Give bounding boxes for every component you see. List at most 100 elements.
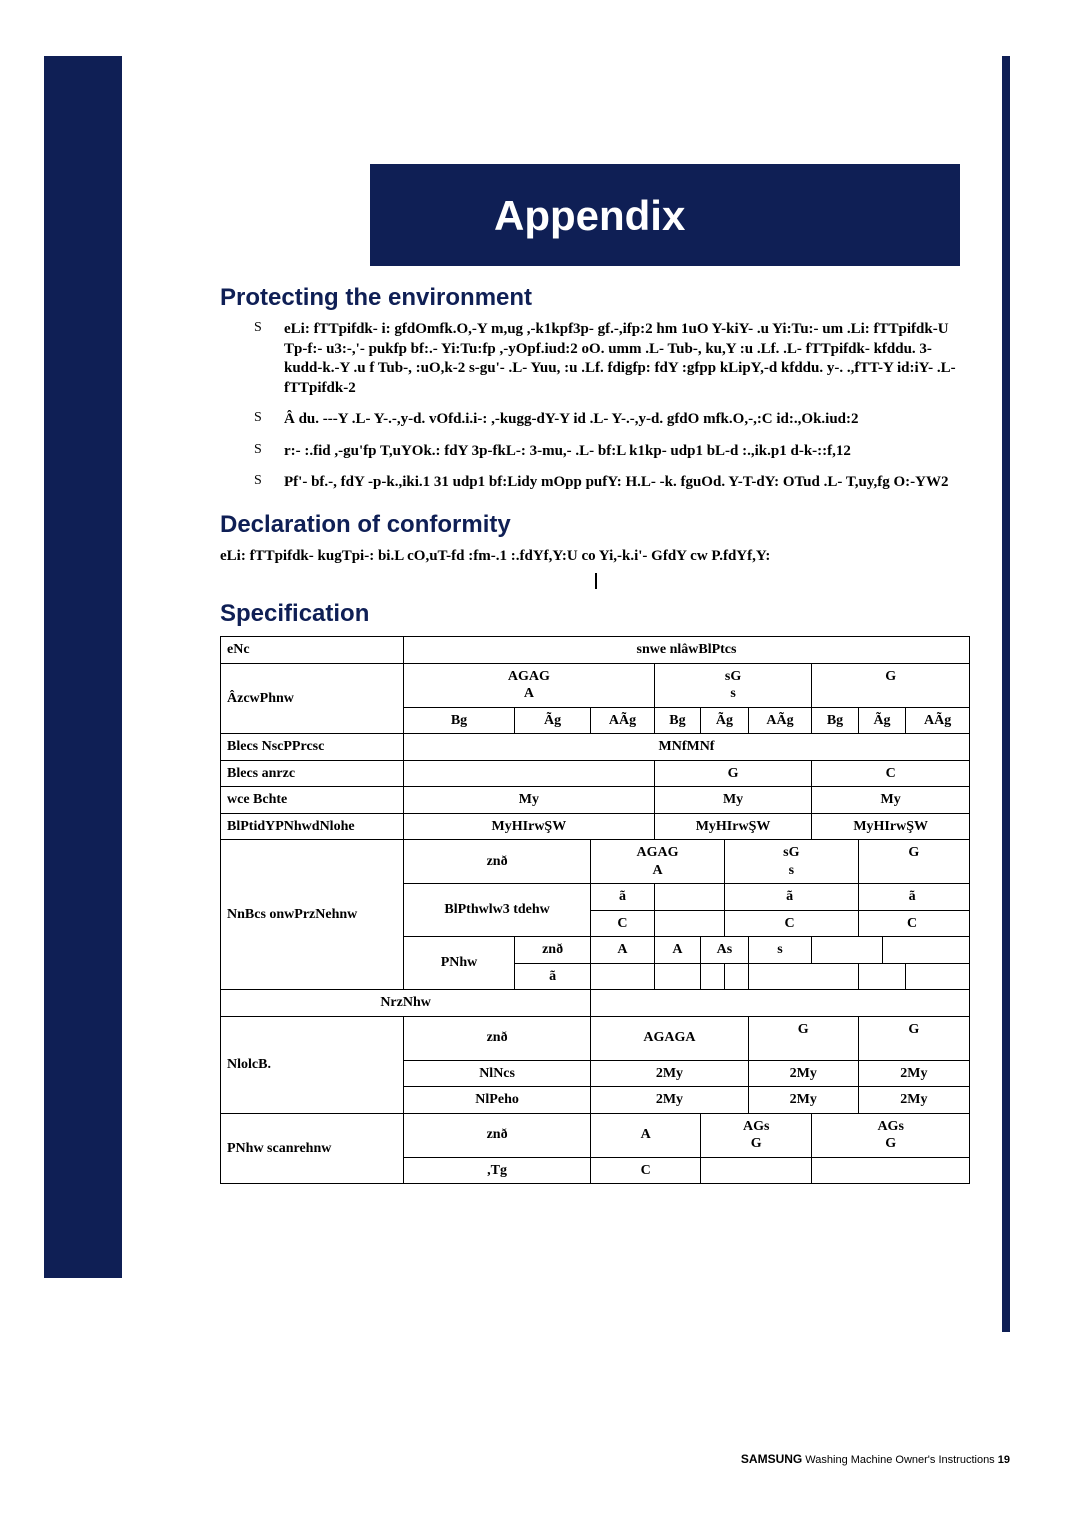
specification-table: eNc snwe nlâwBlPtcs ÂzcwPhnw AGAG A … <box>220 636 970 1184</box>
table-row: eNc snwe nlâwBlPtcs <box>221 637 970 664</box>
cell: My <box>812 787 970 814</box>
row-label: ÂzcwPhnw <box>221 663 404 734</box>
bullet-item: S Â du. ---Y .L- Y-.-,y-d. vOfd.i.i-: ,… <box>254 410 972 430</box>
cell: znð <box>404 1016 591 1060</box>
bullet-marker: S <box>254 320 284 398</box>
declaration-text: eLi: fTTpifdk- kugTpi-: bi.L cO,uT-fd :f… <box>220 547 972 567</box>
bullet-text: Â du. ---Y .L- Y-.-,y-d. vOfd.i.i-: ,-k… <box>284 410 972 430</box>
appendix-banner: Appendix <box>370 164 960 266</box>
bullet-text: Pf'- bf.-, fdY -p-k.,iki.1 31 udp1 bf:Li… <box>284 473 972 493</box>
cell: ã <box>515 963 591 990</box>
cell: AGAG A <box>591 840 725 884</box>
section-heading-environment: Protecting the environment <box>220 284 972 312</box>
cell: Ãg <box>858 707 906 734</box>
table-row: PNhw scanrehnw znð A AGs G AGs G <box>221 1113 970 1157</box>
cell:  <box>812 1157 970 1184</box>
cell:  <box>906 963 970 990</box>
cell:  <box>591 963 655 990</box>
cell: znð <box>404 840 591 884</box>
cell: C <box>591 1157 701 1184</box>
cell: G  <box>812 663 970 707</box>
cell: snwe nlâwBlPtcs <box>404 637 970 664</box>
table-row: ÂzcwPhnw AGAG A sG s G  <box>221 663 970 707</box>
cell: ã  <box>858 884 969 911</box>
cell: G  <box>748 1016 858 1060</box>
table-row: Blecs anrzc  G C <box>221 760 970 787</box>
cell:  <box>748 963 858 990</box>
cell: sG s <box>654 663 812 707</box>
cell: Bg <box>404 707 515 734</box>
cell: ã  <box>724 884 858 911</box>
cell: MyHIrwŞW <box>404 813 655 840</box>
cell: Ãg <box>701 707 749 734</box>
cell: s <box>748 937 812 964</box>
row-label: wce Bchte <box>221 787 404 814</box>
body-content: Protecting the environment S eLi: fTTpif… <box>220 274 972 1184</box>
cell:  <box>701 1157 812 1184</box>
cell: PNhw <box>404 937 515 990</box>
bullet-item: S eLi: fTTpifdk- i: gfdOmfk.O,-Y m,ug ,-… <box>254 320 972 398</box>
cell: A <box>654 937 700 964</box>
cell: C  <box>858 910 969 937</box>
cell: NrzNhw <box>221 990 591 1017</box>
cell:  <box>591 990 970 1017</box>
cell: 2My <box>858 1087 969 1114</box>
cell: AGs G <box>701 1113 812 1157</box>
cell: My <box>654 787 812 814</box>
cell: My <box>404 787 655 814</box>
table-row: NnBcs onwPrzNehnw znð AGAG A sG s … <box>221 840 970 884</box>
cell: Ãg <box>515 707 591 734</box>
cell: A <box>591 937 655 964</box>
cell: znð <box>404 1113 591 1157</box>
cell: G <box>654 760 812 787</box>
cell:  <box>858 963 906 990</box>
right-accent-bar <box>1002 56 1010 1332</box>
row-label: Blecs NscPPrcsc <box>221 734 404 761</box>
cell: MNfMNf <box>404 734 970 761</box>
bullet-item: S r:- :.fid ,-gu'fp T,uYOk.: fdY 3p-fkL-… <box>254 442 972 462</box>
cell: AÃg <box>591 707 655 734</box>
cell: ,Tg <box>404 1157 591 1184</box>
bullet-marker: S <box>254 410 284 430</box>
row-label: NlolcB. <box>221 1016 404 1113</box>
footer-brand: SAMSUNG <box>741 1452 802 1466</box>
cell: AGs G <box>812 1113 970 1157</box>
section-heading-declaration: Declaration of conformity <box>220 511 972 539</box>
cell: NlPeho <box>404 1087 591 1114</box>
cell: ã <box>591 884 655 911</box>
cell: 2My <box>858 1060 969 1087</box>
cell: AÃg <box>748 707 812 734</box>
cell: G  <box>858 840 969 884</box>
cell:  <box>654 963 700 990</box>
cell:  <box>654 884 724 911</box>
bullet-text: r:- :.fid ,-gu'fp T,uYOk.: fdY 3p-fkL-: … <box>284 442 972 462</box>
standard-badge:  <box>595 573 597 589</box>
table-row: BlPtidYPNhwdNlohe MyHIrwŞW MyHIr… <box>221 813 970 840</box>
cell: G  <box>858 1016 969 1060</box>
badge-row:  <box>220 572 972 590</box>
cell: 2My <box>748 1087 858 1114</box>
bullet-item: S Pf'- bf.-, fdY -p-k.,iki.1 31 udp1 bf:… <box>254 473 972 493</box>
table-row: NlolcB. znð AGAGA G  G  <box>221 1016 970 1060</box>
cell:  <box>812 937 882 964</box>
cell: C <box>812 760 970 787</box>
cell: Bg <box>812 707 858 734</box>
table-row: NrzNhw  <box>221 990 970 1017</box>
page-footer: SAMSUNG Washing Machine Owner's Instruct… <box>0 1452 1010 1466</box>
cell: AGAG A <box>404 663 655 707</box>
row-label: Blecs anrzc <box>221 760 404 787</box>
table-row: Blecs NscPPrcsc MNfMNf <box>221 734 970 761</box>
bullet-text: eLi: fTTpifdk- i: gfdOmfk.O,-Y m,ug ,-k1… <box>284 320 972 398</box>
row-label: PNhw scanrehnw <box>221 1113 404 1184</box>
section-heading-specification: Specification <box>220 600 972 628</box>
cell: A <box>591 1113 701 1157</box>
cell: NlNcs <box>404 1060 591 1087</box>
appendix-title: Appendix <box>494 192 685 239</box>
row-label: NnBcs onwPrzNehnw <box>221 840 404 990</box>
cell: Bg <box>654 707 700 734</box>
cell: AGAGA <box>591 1016 749 1060</box>
page: Appendix Protecting the environment S eL… <box>0 0 1080 1528</box>
cell: 2My <box>591 1060 749 1087</box>
cell: BlPthwlw3 tdehw <box>404 884 591 937</box>
cell:  <box>654 910 724 937</box>
